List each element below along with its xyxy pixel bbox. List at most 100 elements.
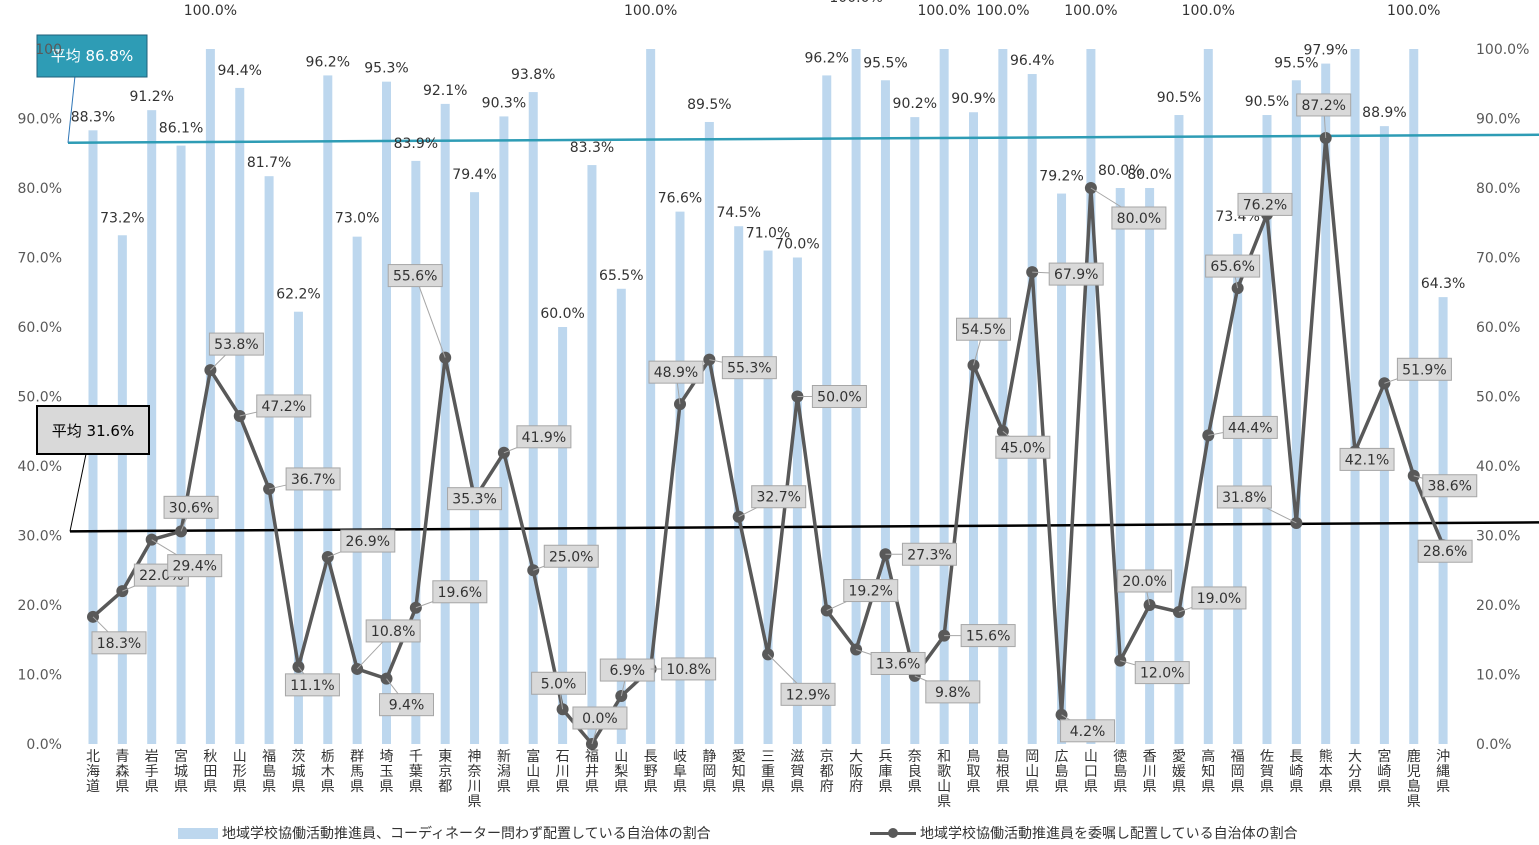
x-tick-char: 県	[878, 779, 892, 795]
x-tick-char: 府	[820, 779, 834, 795]
y-tick-left: 100	[35, 42, 62, 58]
x-tick-char: 県	[967, 779, 981, 795]
x-tick-char: 県	[497, 779, 511, 795]
data-labels: 88.3% 73.2% 91.2% 86.1% 100.0% 94.4% 81.7% 62.2…	[71, 0, 1478, 745]
x-tick-char: 城	[174, 764, 188, 780]
bar	[1145, 188, 1155, 744]
line-data-label: 19.2%	[849, 584, 893, 600]
line-data-label: 87.2%	[1301, 98, 1345, 114]
line-data-label: 29.4%	[172, 559, 216, 575]
line-data-label: 19.6%	[438, 585, 482, 601]
x-tick-char: 滋	[790, 749, 804, 765]
line-data-label: 18.3%	[97, 636, 141, 652]
bar	[411, 160, 421, 744]
x-tick-char: 県	[174, 779, 188, 795]
line-data-label: 51.9%	[1402, 362, 1446, 378]
line-data-label: 26.9%	[346, 534, 390, 550]
bar-data-label: 60.0%	[540, 306, 584, 322]
bar-data-label: 62.2%	[276, 287, 320, 303]
x-tick-char: 県	[350, 779, 364, 795]
y-tick-right: 20.0%	[1476, 598, 1520, 614]
x-tick-char: 徳	[1113, 749, 1127, 765]
bar	[969, 112, 978, 745]
line-label-box	[870, 651, 926, 675]
x-tick-char: 島	[1407, 779, 1421, 795]
x-tick-char: 分	[1348, 764, 1362, 780]
average-callout-leader	[67, 75, 76, 143]
bar-data-label: 86.1%	[159, 121, 203, 137]
line-data-label: 25.0%	[549, 549, 593, 565]
x-tick-char: 佐	[1260, 749, 1274, 765]
line-label-box	[91, 631, 147, 655]
line-label-box	[843, 579, 899, 603]
x-tick-char: 木	[321, 764, 335, 780]
y-tick-right: 30.0%	[1476, 529, 1520, 545]
line-label-box	[379, 693, 434, 717]
bar-data-label: 80.0%	[1127, 167, 1171, 183]
line-label-box	[599, 658, 655, 682]
line-data-label: 32.7%	[756, 490, 800, 506]
line-data-label: 11.1%	[290, 678, 334, 694]
x-tick-char: 賀	[1260, 764, 1274, 780]
line-label-box	[780, 682, 836, 706]
line-label-box	[1417, 539, 1473, 563]
line-label-box	[721, 356, 777, 380]
x-tick-char: 庫	[878, 763, 892, 780]
bar	[205, 49, 215, 744]
x-tick-char: 都	[438, 779, 452, 795]
bar	[1203, 49, 1213, 744]
x-tick-char: 川	[556, 764, 570, 780]
line-data-label: 38.6%	[1428, 479, 1472, 495]
y-tick-right: 70.0%	[1476, 251, 1520, 267]
x-tick-char: 手	[145, 764, 159, 780]
line-label-box	[1111, 206, 1167, 230]
x-tick-char: 県	[1025, 779, 1039, 795]
bar-data-label: 90.5%	[1157, 90, 1201, 106]
x-tick-char: 鹿	[1407, 748, 1421, 765]
line-label-box	[543, 544, 599, 568]
line-data-label: 41.9%	[522, 430, 566, 446]
bar-data-label: 100.0%	[624, 3, 677, 19]
average-callout-leader	[69, 453, 87, 532]
line-label-box	[648, 360, 704, 384]
bar	[293, 311, 303, 744]
x-tick-char: 県	[1231, 779, 1245, 795]
line-data-label: 15.6%	[966, 629, 1010, 645]
line-data-label: 9.8%	[935, 685, 971, 701]
bar-data-label: 90.5%	[1245, 94, 1289, 110]
line-data-label: 80.0%	[1117, 211, 1161, 227]
bar-data-label: 95.5%	[1274, 55, 1318, 71]
bar	[675, 211, 685, 744]
line-label-box	[256, 394, 312, 418]
line-label-box	[1396, 357, 1452, 381]
bar	[734, 226, 744, 745]
x-tick-char: 県	[644, 779, 658, 795]
x-tick-char: 馬	[350, 764, 364, 780]
line-label-box	[1134, 661, 1190, 685]
x-tick-char: 群	[350, 749, 364, 765]
x-tick-char: 県	[526, 779, 540, 795]
bar	[822, 75, 832, 744]
bar	[1115, 188, 1125, 744]
bar-data-label: 95.3%	[364, 61, 408, 77]
y-tick-left: 20.0%	[18, 598, 62, 614]
y-tick-left: 40.0%	[18, 459, 62, 475]
line-data-label: 12.9%	[786, 687, 830, 703]
x-tick-char: 福	[585, 749, 599, 765]
x-tick-char: 県	[614, 779, 628, 795]
x-tick-char: 山	[937, 779, 951, 795]
line-label-box	[432, 580, 488, 604]
bar-data-label: 93.8%	[511, 67, 555, 83]
average-line-line	[69, 521, 1539, 533]
bar-data-label: 83.9%	[394, 136, 438, 152]
x-tick-char: 県	[291, 779, 305, 795]
x-tick-char: 府	[849, 779, 863, 795]
x-tick-char: 県	[1289, 779, 1303, 795]
line-label-box	[1048, 262, 1104, 286]
line-data-label: 50.0%	[817, 390, 861, 406]
y-tick-right: 10.0%	[1476, 668, 1520, 684]
x-tick-char: 島	[1055, 764, 1069, 780]
line-data-label: 27.3%	[907, 547, 951, 563]
bar	[998, 49, 1008, 744]
line-data-label: 31.8%	[1222, 490, 1266, 506]
